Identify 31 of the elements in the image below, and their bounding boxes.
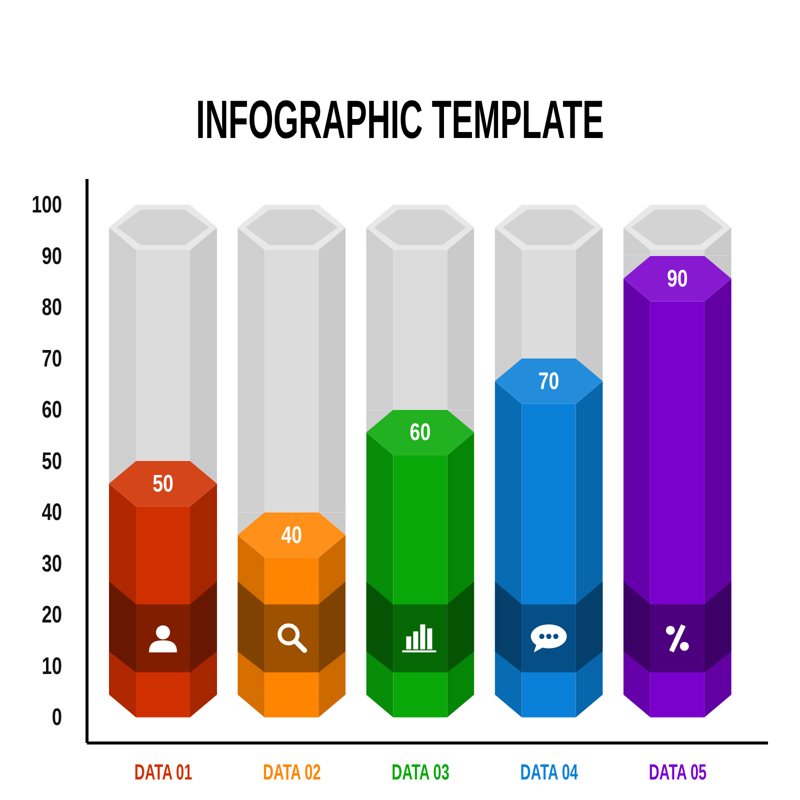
bar [623,256,732,718]
y-tick-label: 0 [52,704,62,731]
y-tick-label: 40 [42,498,62,526]
y-tick-label: 20 [42,601,62,628]
bar [109,204,217,461]
bar [494,358,603,718]
data-label: 50 [152,470,174,498]
y-tick-label: 100 [32,191,62,218]
y-tick-label: 30 [42,550,62,578]
bar [109,461,217,718]
x-tick-label: DATA 04 [520,758,578,784]
data-label: 60 [410,419,431,446]
bar [494,204,603,358]
bar [366,204,474,410]
bar [238,204,346,512]
x-tick-label: DATA 03 [392,758,450,784]
y-tick-label: 50 [42,447,62,475]
x-tick-label: DATA 05 [648,758,707,784]
chart-title: INFOGRAPHIC TEMPLATE [196,90,604,150]
y-tick-label: 90 [42,242,62,270]
y-tick-label: 60 [42,396,62,424]
x-tick-label: DATA 02 [263,758,321,784]
data-label: 40 [281,522,302,548]
data-label: 70 [538,368,560,395]
y-tick-label: 70 [42,344,62,372]
bar [238,512,346,718]
y-tick-label: 10 [42,652,62,680]
data-label: 90 [666,265,688,292]
x-tick-label: DATA 01 [134,758,192,784]
y-tick-label: 80 [42,294,62,321]
bar [366,410,474,718]
